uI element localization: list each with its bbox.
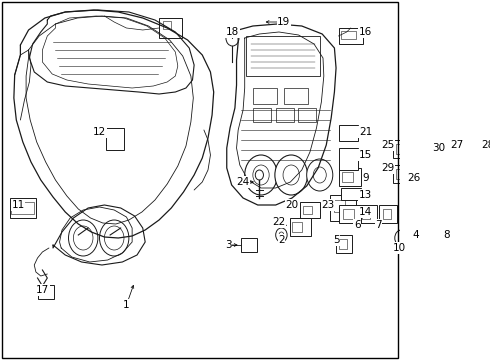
Text: 27: 27 <box>450 140 464 150</box>
Bar <box>444 149 455 161</box>
Bar <box>246 36 320 76</box>
Text: 26: 26 <box>408 173 421 183</box>
Circle shape <box>69 220 98 256</box>
Bar <box>341 31 356 39</box>
Bar <box>339 148 358 170</box>
Circle shape <box>253 165 269 185</box>
Circle shape <box>104 226 124 250</box>
Text: 8: 8 <box>443 230 450 240</box>
Bar <box>253 88 277 104</box>
Circle shape <box>307 159 333 191</box>
Text: 25: 25 <box>381 140 394 150</box>
Bar <box>396 169 406 179</box>
Bar <box>339 239 347 249</box>
Text: 13: 13 <box>359 190 372 200</box>
Circle shape <box>245 155 277 195</box>
Text: 10: 10 <box>393 243 406 253</box>
Text: 29: 29 <box>381 163 394 173</box>
Circle shape <box>74 226 93 250</box>
Bar <box>379 205 397 223</box>
Bar <box>241 238 257 252</box>
Circle shape <box>411 212 421 224</box>
Circle shape <box>275 155 308 195</box>
Text: 20: 20 <box>286 200 298 210</box>
Circle shape <box>99 220 129 256</box>
Text: 22: 22 <box>272 217 286 227</box>
Bar <box>300 202 320 218</box>
Circle shape <box>442 212 452 224</box>
Bar <box>303 206 312 214</box>
Bar <box>465 144 476 156</box>
Text: 7: 7 <box>375 220 382 230</box>
Bar <box>339 125 358 141</box>
Circle shape <box>436 204 459 232</box>
Bar <box>330 195 356 221</box>
Text: 23: 23 <box>321 200 335 210</box>
Bar <box>10 198 36 218</box>
Text: 9: 9 <box>362 173 369 183</box>
Circle shape <box>283 165 299 185</box>
Bar <box>284 88 308 104</box>
Circle shape <box>406 206 426 230</box>
Bar <box>290 218 311 236</box>
Bar <box>342 172 353 182</box>
Bar <box>343 209 354 219</box>
Bar <box>298 108 316 122</box>
Bar <box>11 202 34 214</box>
Text: 4: 4 <box>413 230 419 240</box>
Bar <box>292 222 302 232</box>
Text: 6: 6 <box>354 220 361 230</box>
Bar <box>419 169 431 181</box>
Text: 1: 1 <box>123 300 130 310</box>
Bar <box>339 168 361 186</box>
Bar <box>106 128 124 150</box>
Bar <box>276 108 294 122</box>
Bar <box>339 28 363 44</box>
Bar <box>396 144 406 154</box>
Bar <box>163 21 172 29</box>
Circle shape <box>276 228 287 242</box>
Text: 18: 18 <box>226 27 239 37</box>
Text: 3: 3 <box>225 240 232 250</box>
Circle shape <box>395 230 408 246</box>
Text: 2: 2 <box>278 235 285 245</box>
Bar <box>253 108 271 122</box>
Bar <box>416 165 439 187</box>
Text: 30: 30 <box>432 143 445 153</box>
Text: 28: 28 <box>481 140 490 150</box>
Text: 24: 24 <box>237 177 250 187</box>
Bar <box>383 209 391 219</box>
Text: 19: 19 <box>277 17 291 27</box>
Bar <box>461 140 484 162</box>
Circle shape <box>313 167 326 183</box>
Text: 12: 12 <box>93 127 106 137</box>
Circle shape <box>279 232 284 238</box>
Bar <box>341 188 361 200</box>
Circle shape <box>226 30 239 46</box>
Bar <box>441 145 464 165</box>
Bar <box>339 205 361 223</box>
Text: 11: 11 <box>11 200 24 210</box>
Bar <box>359 205 377 223</box>
Text: 15: 15 <box>359 150 372 160</box>
Bar <box>38 285 54 299</box>
Bar <box>159 18 182 38</box>
Bar <box>336 235 352 253</box>
Bar <box>362 209 370 219</box>
Circle shape <box>255 170 264 180</box>
Text: 5: 5 <box>333 235 340 245</box>
Text: 14: 14 <box>359 207 372 217</box>
Bar <box>485 140 490 164</box>
Text: 21: 21 <box>359 127 372 137</box>
Text: 17: 17 <box>36 285 49 295</box>
Text: 16: 16 <box>359 27 372 37</box>
Bar <box>393 165 414 183</box>
Bar <box>393 140 414 158</box>
Bar <box>334 200 345 212</box>
